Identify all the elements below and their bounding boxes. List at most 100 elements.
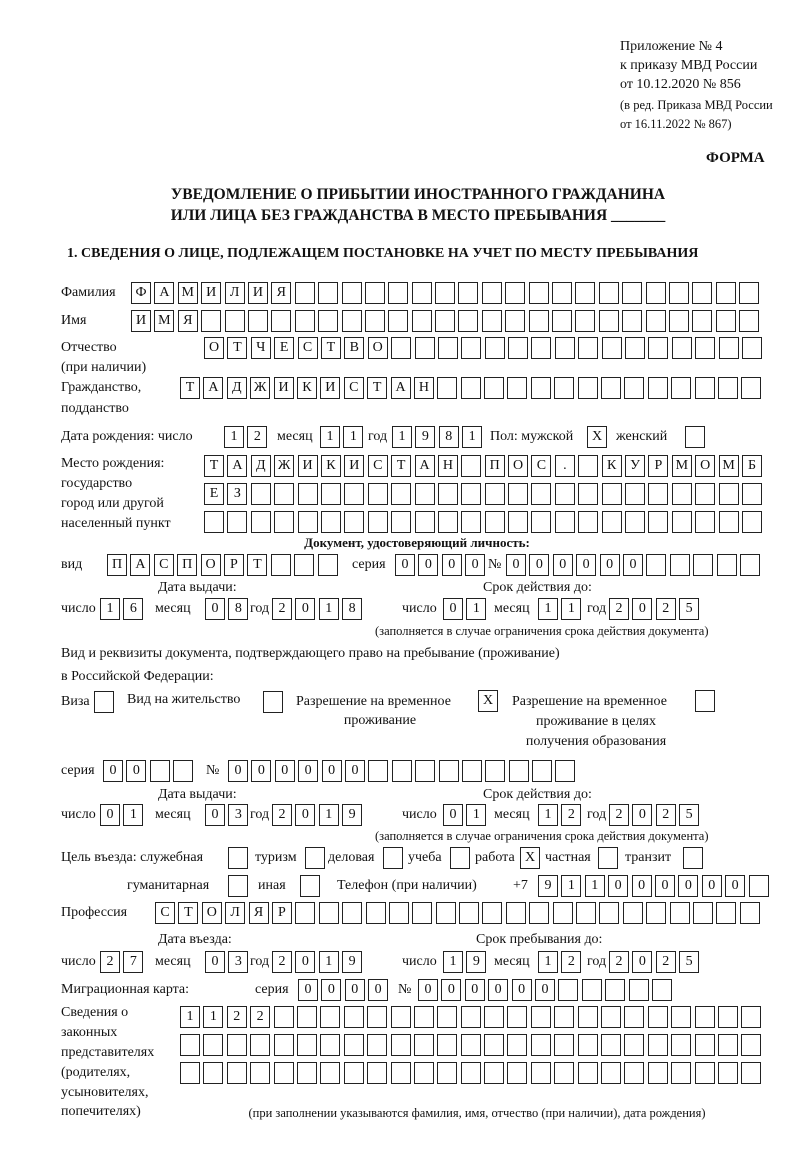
- char-box[interactable]: [683, 847, 703, 869]
- char-box[interactable]: [437, 483, 458, 505]
- char-box[interactable]: Р: [223, 554, 244, 576]
- char-box[interactable]: [645, 282, 666, 304]
- char-box[interactable]: [320, 1034, 341, 1056]
- char-box[interactable]: [273, 1062, 294, 1084]
- char-box[interactable]: 0: [701, 875, 722, 897]
- char-box[interactable]: А: [414, 455, 435, 477]
- char-box[interactable]: [508, 483, 529, 505]
- char-box[interactable]: [458, 310, 479, 332]
- char-box[interactable]: [507, 377, 528, 399]
- char-box[interactable]: [484, 337, 505, 359]
- char-box[interactable]: Я: [177, 310, 198, 332]
- char-box[interactable]: [717, 1062, 738, 1084]
- char-box[interactable]: 0: [205, 951, 225, 973]
- char-box[interactable]: И: [131, 310, 151, 332]
- char-box[interactable]: [484, 1034, 505, 1056]
- char-box[interactable]: [739, 554, 760, 576]
- purpose-private-checkbox[interactable]: [598, 847, 621, 869]
- char-box[interactable]: [577, 1062, 598, 1084]
- char-box[interactable]: [273, 1006, 294, 1028]
- char-box[interactable]: [647, 1062, 668, 1084]
- char-box[interactable]: [317, 554, 338, 576]
- char-box[interactable]: 0: [418, 554, 439, 576]
- char-box[interactable]: 1: [318, 598, 339, 620]
- char-box[interactable]: [367, 1006, 388, 1028]
- char-box[interactable]: 9: [342, 951, 363, 973]
- char-box[interactable]: [671, 1034, 692, 1056]
- char-box[interactable]: [343, 1034, 364, 1056]
- char-box[interactable]: [435, 902, 456, 924]
- char-box[interactable]: [624, 1062, 645, 1084]
- char-box[interactable]: Д: [226, 377, 247, 399]
- char-box[interactable]: [413, 1062, 434, 1084]
- char-box[interactable]: [739, 902, 760, 924]
- char-box[interactable]: [461, 337, 482, 359]
- char-box[interactable]: 5: [679, 598, 700, 620]
- char-box[interactable]: X: [478, 690, 498, 712]
- char-box[interactable]: 0: [251, 760, 272, 782]
- char-box[interactable]: .: [554, 455, 575, 477]
- char-box[interactable]: [575, 282, 596, 304]
- char-box[interactable]: [318, 902, 339, 924]
- char-box[interactable]: [484, 511, 505, 533]
- char-box[interactable]: 2: [272, 804, 292, 826]
- char-box[interactable]: [203, 1062, 224, 1084]
- char-box[interactable]: X: [520, 847, 540, 869]
- temp-permit-checkbox[interactable]: X: [478, 690, 501, 712]
- char-box[interactable]: [383, 847, 403, 869]
- char-box[interactable]: 9: [466, 951, 487, 973]
- char-box[interactable]: 1: [392, 426, 412, 448]
- char-box[interactable]: [343, 1006, 364, 1028]
- char-box[interactable]: [297, 511, 318, 533]
- char-box[interactable]: [296, 1034, 317, 1056]
- char-box[interactable]: С: [297, 337, 318, 359]
- char-box[interactable]: [460, 377, 481, 399]
- char-box[interactable]: Я: [271, 282, 292, 304]
- char-box[interactable]: [577, 1006, 598, 1028]
- char-box[interactable]: [694, 1062, 715, 1084]
- char-box[interactable]: [224, 310, 245, 332]
- char-box[interactable]: [460, 1034, 481, 1056]
- char-box[interactable]: [484, 377, 505, 399]
- char-box[interactable]: [300, 875, 320, 897]
- char-box[interactable]: [601, 511, 622, 533]
- char-box[interactable]: [695, 483, 716, 505]
- char-box[interactable]: С: [367, 455, 388, 477]
- char-box[interactable]: [669, 902, 690, 924]
- char-box[interactable]: [625, 511, 646, 533]
- char-box[interactable]: [739, 282, 760, 304]
- char-box[interactable]: 0: [506, 554, 526, 576]
- char-box[interactable]: 0: [126, 760, 147, 782]
- char-box[interactable]: 0: [295, 951, 316, 973]
- char-box[interactable]: [741, 1006, 762, 1028]
- char-box[interactable]: 1: [318, 804, 339, 826]
- char-box[interactable]: [741, 511, 762, 533]
- char-box[interactable]: [341, 310, 362, 332]
- char-box[interactable]: [741, 483, 762, 505]
- char-box[interactable]: Т: [367, 377, 388, 399]
- char-box[interactable]: [716, 554, 737, 576]
- char-box[interactable]: [715, 310, 736, 332]
- char-box[interactable]: М: [671, 455, 692, 477]
- visa-checkbox[interactable]: [94, 691, 117, 713]
- char-box[interactable]: [648, 483, 669, 505]
- char-box[interactable]: [435, 310, 456, 332]
- char-box[interactable]: [459, 902, 480, 924]
- char-box[interactable]: [530, 1006, 551, 1028]
- char-box[interactable]: И: [201, 282, 222, 304]
- char-box[interactable]: [271, 310, 292, 332]
- char-box[interactable]: [528, 282, 549, 304]
- char-box[interactable]: [531, 337, 552, 359]
- char-box[interactable]: Т: [391, 455, 412, 477]
- char-box[interactable]: Ж: [250, 377, 271, 399]
- char-box[interactable]: [558, 979, 579, 1001]
